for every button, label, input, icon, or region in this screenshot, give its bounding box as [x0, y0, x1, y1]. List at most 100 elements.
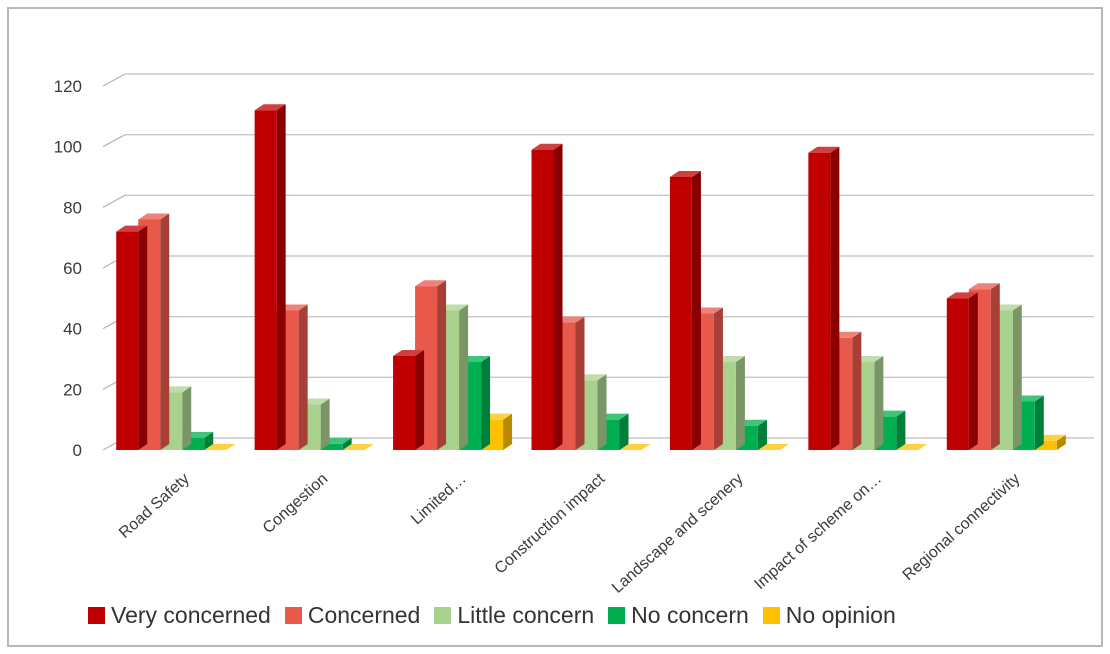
- bar: [204, 444, 236, 450]
- bar-top: [946, 292, 978, 299]
- bar: [116, 225, 148, 450]
- bar: [669, 171, 701, 450]
- bar: [757, 444, 789, 450]
- bar-top: [896, 444, 928, 450]
- x-tick-label: Impact of scheme on…: [751, 470, 885, 593]
- legend-swatch: [762, 606, 780, 624]
- bar-side: [437, 280, 447, 450]
- bar-side: [874, 356, 884, 450]
- y-axis-ticks: 0 20 40 60 80 100 120: [54, 77, 82, 460]
- bar-front: [531, 149, 554, 450]
- bar-top: [968, 283, 1000, 290]
- gridline-depth: [102, 73, 126, 87]
- bar-side: [298, 304, 308, 450]
- legend-swatch: [608, 606, 626, 624]
- y-tick-label: 80: [63, 198, 82, 217]
- x-tick-label: Road Safety: [116, 470, 193, 542]
- x-tick-label: Regional connectivity: [900, 470, 1024, 584]
- x-tick-label: Landscape and scenery: [609, 470, 747, 596]
- bar-side: [968, 292, 978, 450]
- bar-side: [204, 431, 214, 450]
- bar-top: [204, 444, 236, 450]
- bar-top: [116, 225, 148, 232]
- bar-side: [459, 304, 469, 450]
- bars: [116, 104, 1066, 451]
- y-tick-label: 20: [63, 380, 82, 399]
- bar-side: [990, 283, 1000, 450]
- bar: [254, 104, 286, 451]
- bar-top: [342, 444, 374, 450]
- bar: [393, 349, 425, 450]
- bar-side: [896, 410, 906, 450]
- legend-swatch: [88, 606, 105, 624]
- bar-side: [852, 331, 862, 450]
- bar-front: [1034, 440, 1057, 450]
- bar-top: [415, 280, 447, 287]
- y-tick-label: 60: [63, 259, 82, 278]
- bar-side: [619, 413, 629, 450]
- legend-label: No concern: [631, 601, 749, 628]
- bar: [896, 444, 928, 450]
- legend-item-no-concern: No concern: [608, 602, 749, 629]
- legend-label: Very concerned: [111, 601, 271, 628]
- bar-front: [393, 355, 416, 450]
- bar-top: [757, 444, 789, 450]
- y-tick-label: 40: [63, 320, 82, 339]
- bar-side: [160, 213, 170, 450]
- legend-item-little-concern: Little concern: [434, 602, 594, 629]
- bar-side: [830, 146, 840, 450]
- bar: [946, 292, 978, 450]
- legend-item-concerned: Concerned: [284, 601, 421, 629]
- bar-side: [276, 104, 286, 451]
- bar: [342, 444, 374, 450]
- bar-front: [254, 110, 277, 451]
- gridline-depth: [102, 134, 126, 148]
- bar-side: [138, 225, 148, 450]
- bar-front: [116, 231, 139, 450]
- bar-top: [619, 444, 651, 450]
- bar-side: [1012, 304, 1022, 450]
- bar-side: [342, 437, 352, 450]
- legend-item-no-opinion: No opinion: [762, 602, 896, 629]
- bar-top: [531, 143, 563, 150]
- bar-side: [757, 419, 767, 450]
- legend-item-very-concerned: Very concerned: [88, 602, 271, 629]
- bar-side: [481, 356, 491, 450]
- bar: [808, 146, 840, 450]
- bar-side: [553, 143, 563, 450]
- gridline-depth: [102, 194, 126, 208]
- legend-label: Little concern: [457, 601, 595, 628]
- bar-side: [320, 398, 330, 450]
- bar-side: [415, 349, 425, 450]
- bar: [619, 444, 651, 450]
- x-tick-label: Congestion: [260, 470, 332, 537]
- bar-top: [254, 104, 286, 111]
- y-tick-label: 0: [73, 441, 82, 460]
- bar-side: [1034, 395, 1044, 450]
- legend-swatch: [284, 606, 302, 624]
- bar-top: [393, 349, 425, 356]
- bar-top: [138, 213, 170, 220]
- bar-side: [735, 356, 745, 450]
- bar-front: [946, 298, 969, 450]
- x-tick-label: Construction impact: [492, 470, 609, 578]
- bar-side: [691, 171, 701, 450]
- bar-top: [669, 171, 701, 177]
- bar-front: [808, 152, 831, 450]
- y-tick-label: 120: [54, 77, 82, 96]
- y-tick-label: 100: [54, 138, 82, 157]
- bar-front: [320, 443, 343, 450]
- bar-top: [808, 146, 840, 153]
- bar-side: [1056, 434, 1066, 450]
- bar-side: [503, 413, 513, 450]
- chart-legend: Very concerned Concerned Little concern …: [88, 600, 910, 630]
- bar-side: [597, 374, 607, 450]
- bar: [531, 143, 563, 450]
- legend-label: Concerned: [307, 601, 421, 628]
- x-tick-label: Limited…: [408, 470, 470, 528]
- bar-side: [713, 307, 723, 450]
- x-axis-labels: Road Safety Congestion Limited… Constructio…: [116, 470, 1023, 597]
- legend-swatch: [434, 606, 452, 624]
- bar-side: [575, 316, 585, 450]
- bar-front: [669, 177, 692, 450]
